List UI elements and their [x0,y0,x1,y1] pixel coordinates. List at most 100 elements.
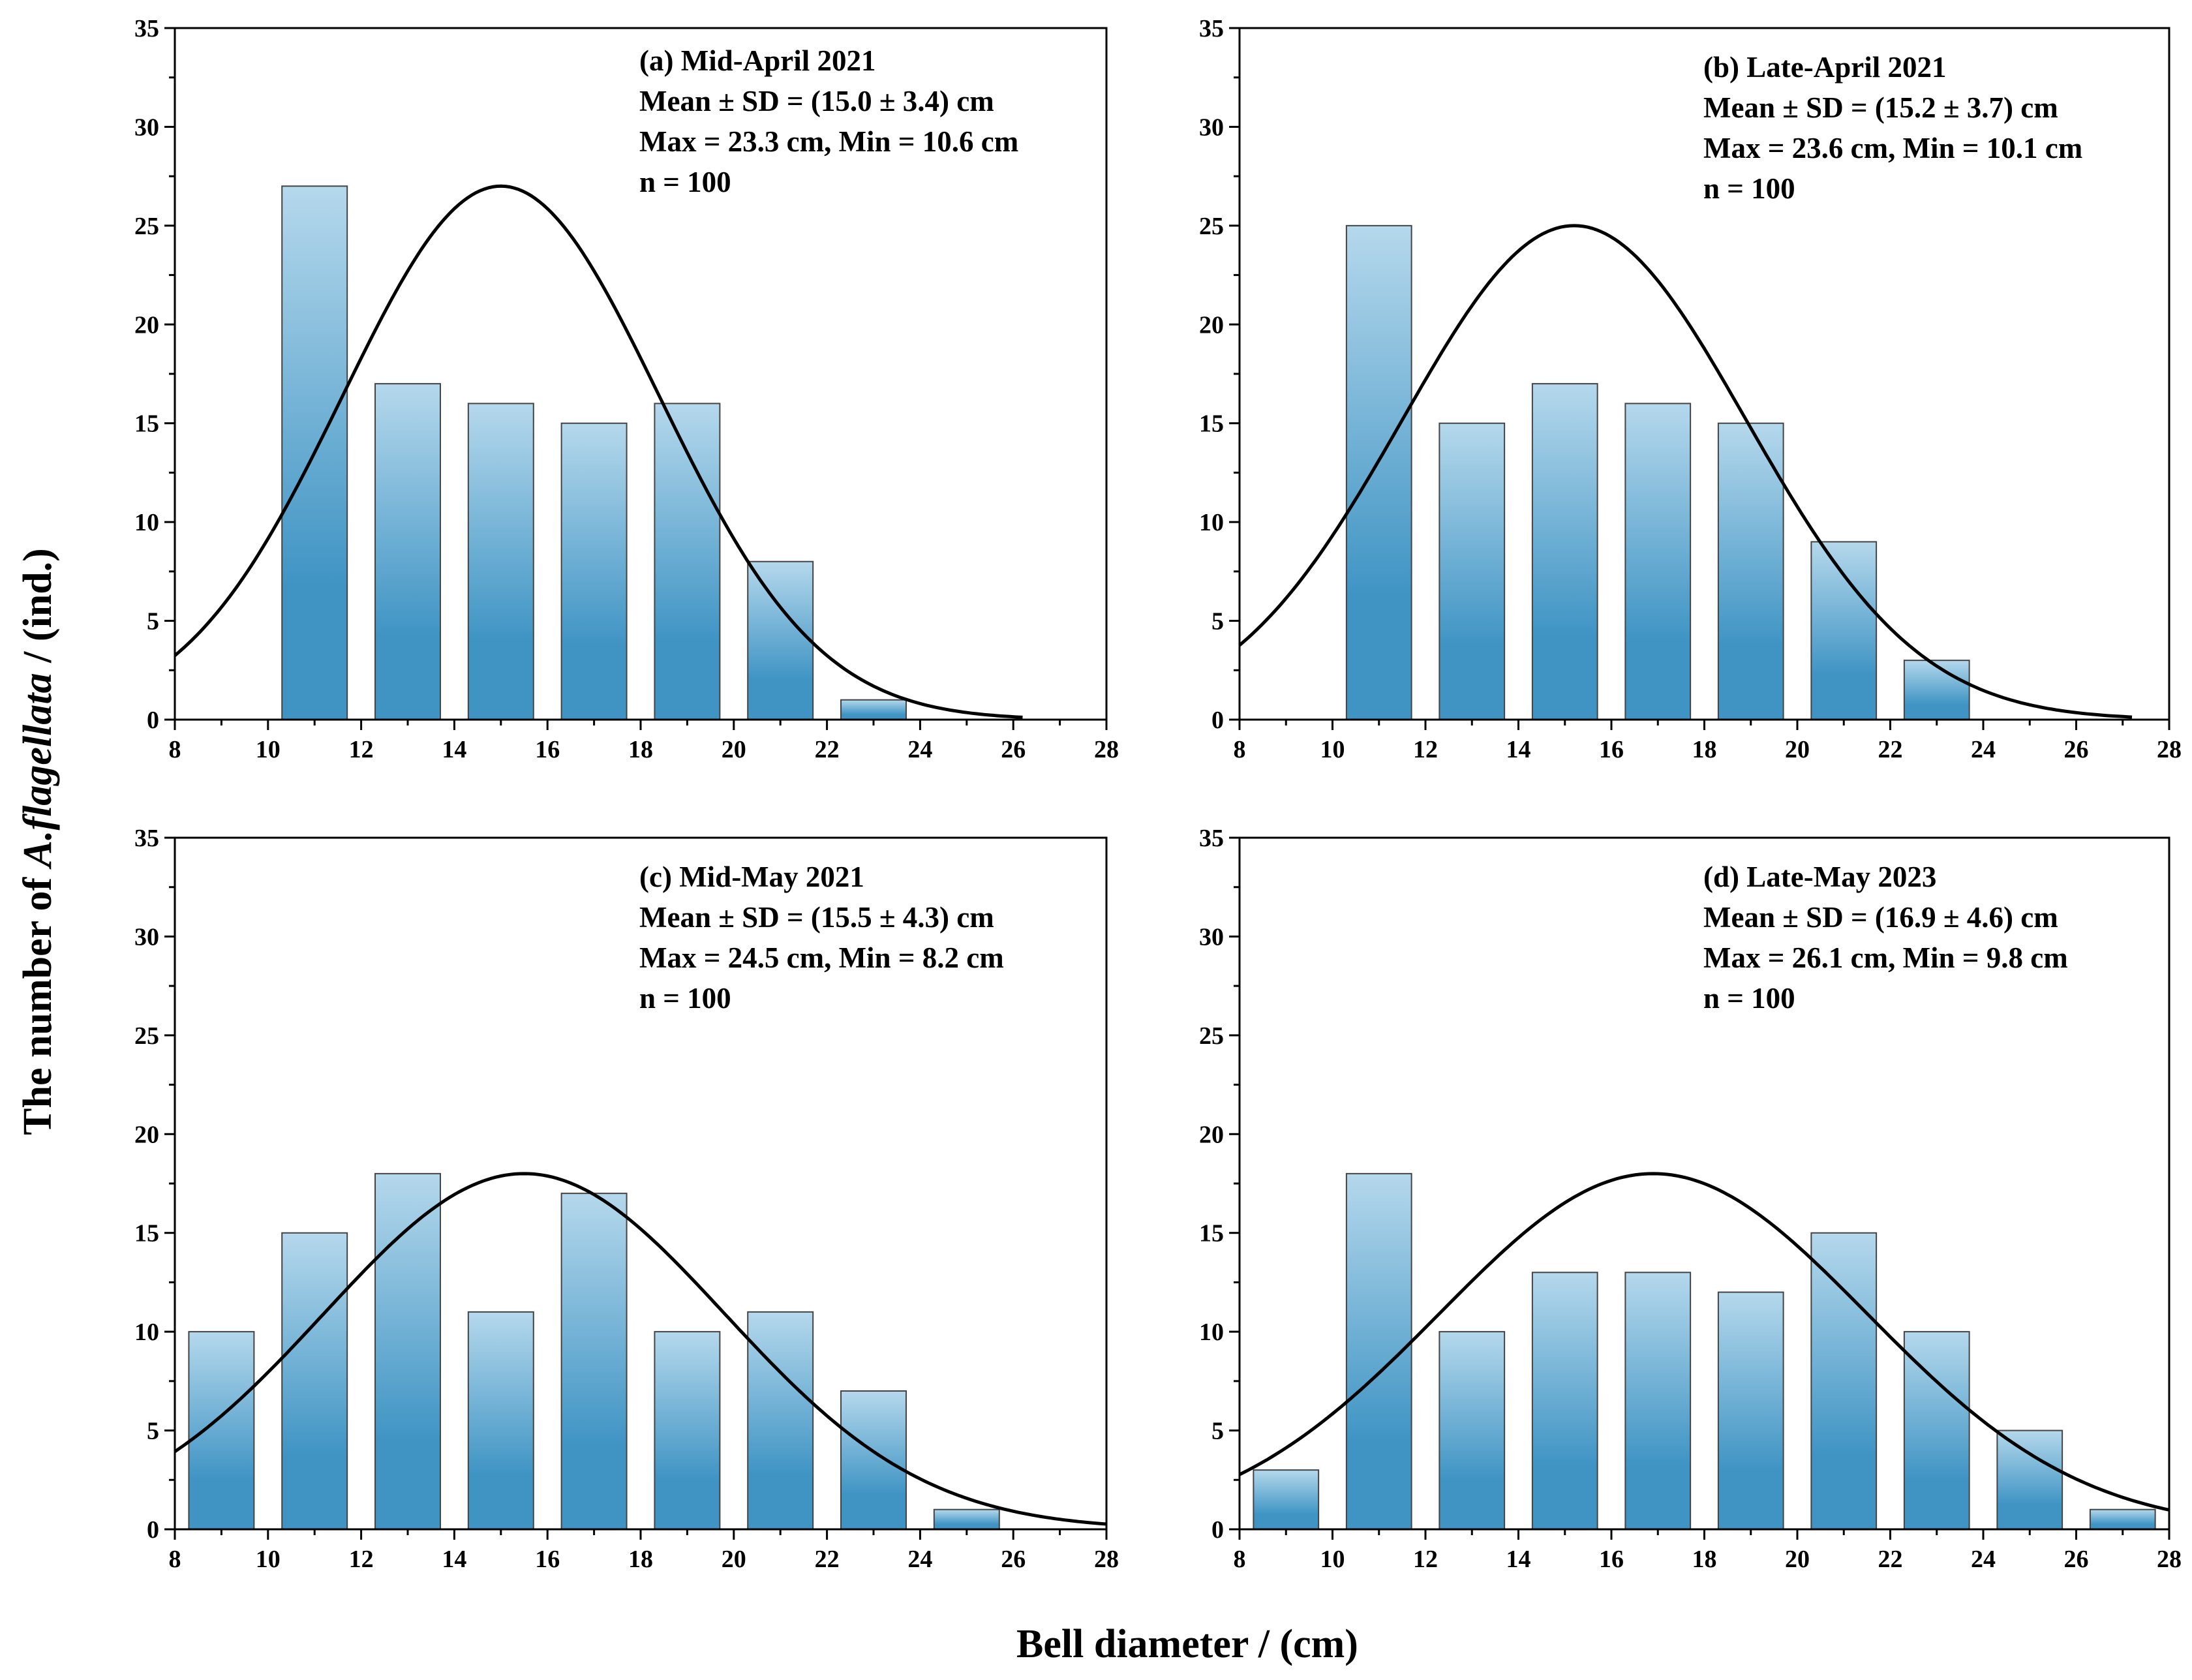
x-tick-label: 12 [1413,736,1438,763]
panel-d: 8 10 12 14 16 18 20 22 24 26 28 0 5 10 15 20 25 30 35 (d) L… [1199,825,2182,1573]
annotation-line: Max = 24.5 cm, Min = 8.2 cm [639,941,1004,974]
normal-fit-curve [1238,1172,2170,1512]
bar [1438,1331,1506,1530]
y-tick-label: 20 [1199,1121,1224,1148]
y-tick-label: 0 [1211,1516,1224,1544]
y-tick-label: 0 [147,707,159,734]
y-tick-label: 0 [147,1516,159,1544]
y-tick-label: 30 [1199,923,1224,951]
x-tick-label: 20 [722,736,746,763]
annotation-line: Mean ± SD = (15.0 ± 3.4) cm [639,85,994,117]
x-tick-label: 10 [256,1546,281,1573]
x-tick-label: 26 [2064,736,2089,763]
x-tick-label: 14 [1506,736,1531,763]
y-tick-label: 20 [134,1121,159,1148]
x-tick-label: 28 [2157,736,2182,763]
x-tick-label: 24 [1971,736,1996,763]
x-tick-label: 18 [1692,736,1717,763]
annotation-line: Max = 23.6 cm, Min = 10.1 cm [1703,132,2082,164]
bar [560,1193,628,1530]
annotation-line: n = 100 [639,982,731,1015]
y-axis-label: The number of A.flagellata / (ind.) [16,548,60,1135]
y-tick-label: 35 [134,15,159,42]
bar [747,1311,814,1531]
x-tick-label: 10 [1320,736,1345,763]
x-tick-label: 14 [442,736,466,763]
x-tick-label: 18 [628,1546,653,1573]
y-tick-label: 25 [134,1022,159,1050]
x-tick-label: 28 [2157,1546,2182,1573]
annotation-line: Mean ± SD = (15.5 ± 4.3) cm [639,901,994,934]
y-tick-label: 30 [134,114,159,141]
x-tick-label: 16 [1599,736,1624,763]
bar [840,699,907,720]
bar [654,403,721,721]
x-tick-label: 18 [1692,1546,1717,1573]
y-tick-label: 10 [1199,1319,1224,1346]
y-tick-label: 10 [134,509,159,536]
x-tick-label: 14 [442,1546,466,1573]
x-tick-label: 12 [349,736,374,763]
annotation-line: n = 100 [639,166,731,198]
bar [1903,660,1970,721]
bar [1810,541,1878,721]
bar [467,403,534,721]
bar [1624,403,1692,721]
normal-fit-curve [1238,224,2133,719]
x-tick-label: 8 [1234,736,1246,763]
x-tick-label: 24 [1971,1546,1996,1573]
y-tick-label: 15 [134,1220,159,1247]
bar [747,560,814,721]
bar [933,1508,1000,1531]
x-tick-label: 26 [1001,1546,1026,1573]
y-tick-label: 5 [147,608,159,635]
bar [1531,1272,1598,1531]
y-tick-label: 10 [1199,509,1224,536]
x-tick-label: 10 [256,736,281,763]
bar [1253,1469,1320,1530]
y-tick-label: 15 [1199,1220,1224,1247]
bar [467,1311,534,1531]
bar [560,422,628,720]
annotation-line: (c) Mid-May 2021 [639,861,864,893]
bar [1717,1291,1784,1530]
bar [840,1390,907,1530]
x-tick-label: 8 [169,736,181,763]
x-tick-label: 20 [1785,1546,1810,1573]
bar [188,1331,255,1530]
y-tick-label: 0 [1211,707,1224,734]
annotation-line: Max = 26.1 cm, Min = 9.8 cm [1703,941,2068,974]
annotation-line: Max = 23.3 cm, Min = 10.6 cm [639,125,1018,158]
y-tick-label: 25 [134,213,159,240]
y-tick-label: 15 [134,410,159,438]
x-tick-label: 16 [1599,1546,1624,1573]
bar [2089,1508,2156,1531]
annotation-line: (d) Late-May 2023 [1703,861,1936,893]
x-tick-label: 26 [1001,736,1026,763]
x-tick-label: 12 [349,1546,374,1573]
y-tick-label: 20 [134,311,159,339]
x-tick-label: 16 [535,1546,560,1573]
annotation-line: (a) Mid-April 2021 [639,44,875,77]
x-tick-label: 18 [628,736,653,763]
x-tick-label: 26 [2064,1546,2089,1573]
bar [1345,224,1412,721]
bar [374,383,441,720]
y-tick-label: 15 [1199,410,1224,438]
y-tick-label: 25 [1199,213,1224,240]
x-tick-label: 20 [722,1546,746,1573]
y-tick-label: 25 [1199,1022,1224,1050]
y-tick-label: 35 [134,825,159,852]
x-axis-label: Bell diameter / (cm) [1016,1622,1358,1666]
x-tick-label: 8 [169,1546,181,1573]
annotation-line: Mean ± SD = (15.2 ± 3.7) cm [1703,91,2058,124]
annotation-line: (b) Late-April 2021 [1703,51,1946,84]
y-tick-label: 5 [147,1418,159,1445]
x-tick-label: 24 [907,736,932,763]
x-tick-label: 24 [907,1546,932,1573]
panel-c: 8 10 12 14 16 18 20 22 24 26 28 0 5 10 15 20 25 30 35 (c) M… [134,825,1119,1573]
bar [281,1232,348,1530]
x-tick-label: 28 [1094,736,1119,763]
x-tick-label: 22 [815,1546,840,1573]
